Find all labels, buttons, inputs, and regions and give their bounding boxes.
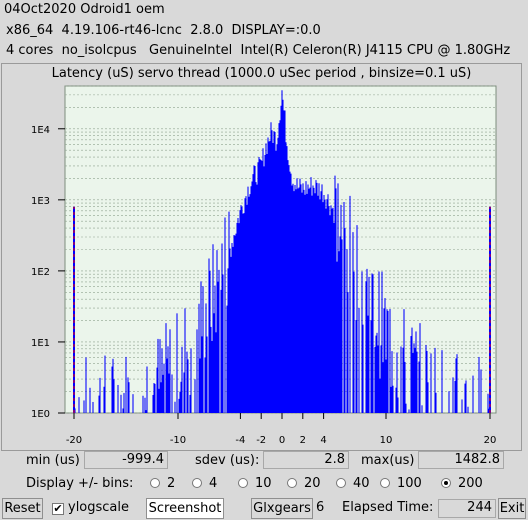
ylogscale-checkbox[interactable]: ✔ — [52, 503, 64, 515]
x-tick-label: -2 — [256, 435, 266, 446]
x-tick-label: 10 — [380, 435, 393, 446]
bins-option-label: 40 — [353, 476, 370, 491]
bins-option-label: 2 — [167, 476, 176, 491]
x-tick-label: -10 — [170, 435, 186, 446]
min-value: -999.4 — [84, 451, 168, 469]
ylogscale-label: ylogscale — [68, 500, 130, 515]
sdev-value: 2.8 — [263, 451, 349, 469]
plot-title: Latency (uS) servo thread (1000.0 uSec p… — [51, 66, 472, 81]
bins-option-label: 100 — [397, 476, 422, 491]
bins-radio-20[interactable] — [287, 478, 297, 488]
bins-radio-10[interactable] — [238, 478, 248, 488]
bins-radio-40[interactable] — [336, 478, 346, 488]
bins-option-label: 4 — [209, 476, 218, 491]
max-value: 1482.8 — [418, 451, 504, 469]
elapsed-value: 244 — [438, 499, 496, 518]
bins-label: Display +/- bins: — [26, 476, 134, 491]
x-tick-label: 0 — [279, 435, 285, 446]
sdev-label: sdev (us): — [195, 453, 260, 468]
screenshot-button[interactable]: Screenshot — [146, 498, 224, 519]
x-tick-label: 20 — [484, 435, 497, 446]
y-tick-label: 1E1 — [31, 338, 50, 349]
min-label: min (us) — [26, 453, 80, 468]
check-icon: ✔ — [53, 502, 63, 515]
x-tick-label: -20 — [66, 435, 82, 446]
kernel-info-label: x86_64 4.19.106-rt46-lcnc 2.8.0 DISPLAY=… — [6, 23, 321, 38]
latency-histogram: 1E0 1E1 1E2 1E3 1E4 -20 -10 -4 -2 0 2 4 10 20 Latency… — [1, 63, 522, 451]
x-tick-label: -4 — [235, 435, 245, 446]
date-host-label: 04Oct2020 Odroid1 oem — [4, 2, 165, 17]
bins-option-label: 10 — [255, 476, 272, 491]
bins-option-label: 20 — [304, 476, 321, 491]
glxgears-button[interactable]: Glxgears — [251, 498, 313, 519]
x-tick-label: 4 — [320, 435, 326, 446]
y-tick-label: 1E2 — [31, 267, 50, 278]
elapsed-label: Elapsed Time: — [342, 500, 434, 515]
y-tick-label: 1E0 — [31, 409, 50, 420]
bins-radio-100[interactable] — [380, 478, 390, 488]
glxgears-count: 6 — [316, 500, 325, 515]
bins-option-label: 200 — [458, 476, 483, 491]
reset-button[interactable]: Reset — [2, 498, 43, 519]
cpu-info-label: 4 cores no_isolcpus GenuineIntel Intel(R… — [6, 43, 511, 58]
bins-radio-200[interactable] — [441, 478, 451, 488]
y-tick-label: 1E3 — [31, 196, 50, 207]
x-tick-label: 2 — [300, 435, 306, 446]
exit-button[interactable]: Exit — [498, 498, 526, 519]
bins-radio-4[interactable] — [192, 478, 202, 488]
max-label: max(us) — [361, 453, 415, 468]
y-tick-label: 1E4 — [31, 125, 50, 136]
bins-radio-2[interactable] — [150, 478, 160, 488]
